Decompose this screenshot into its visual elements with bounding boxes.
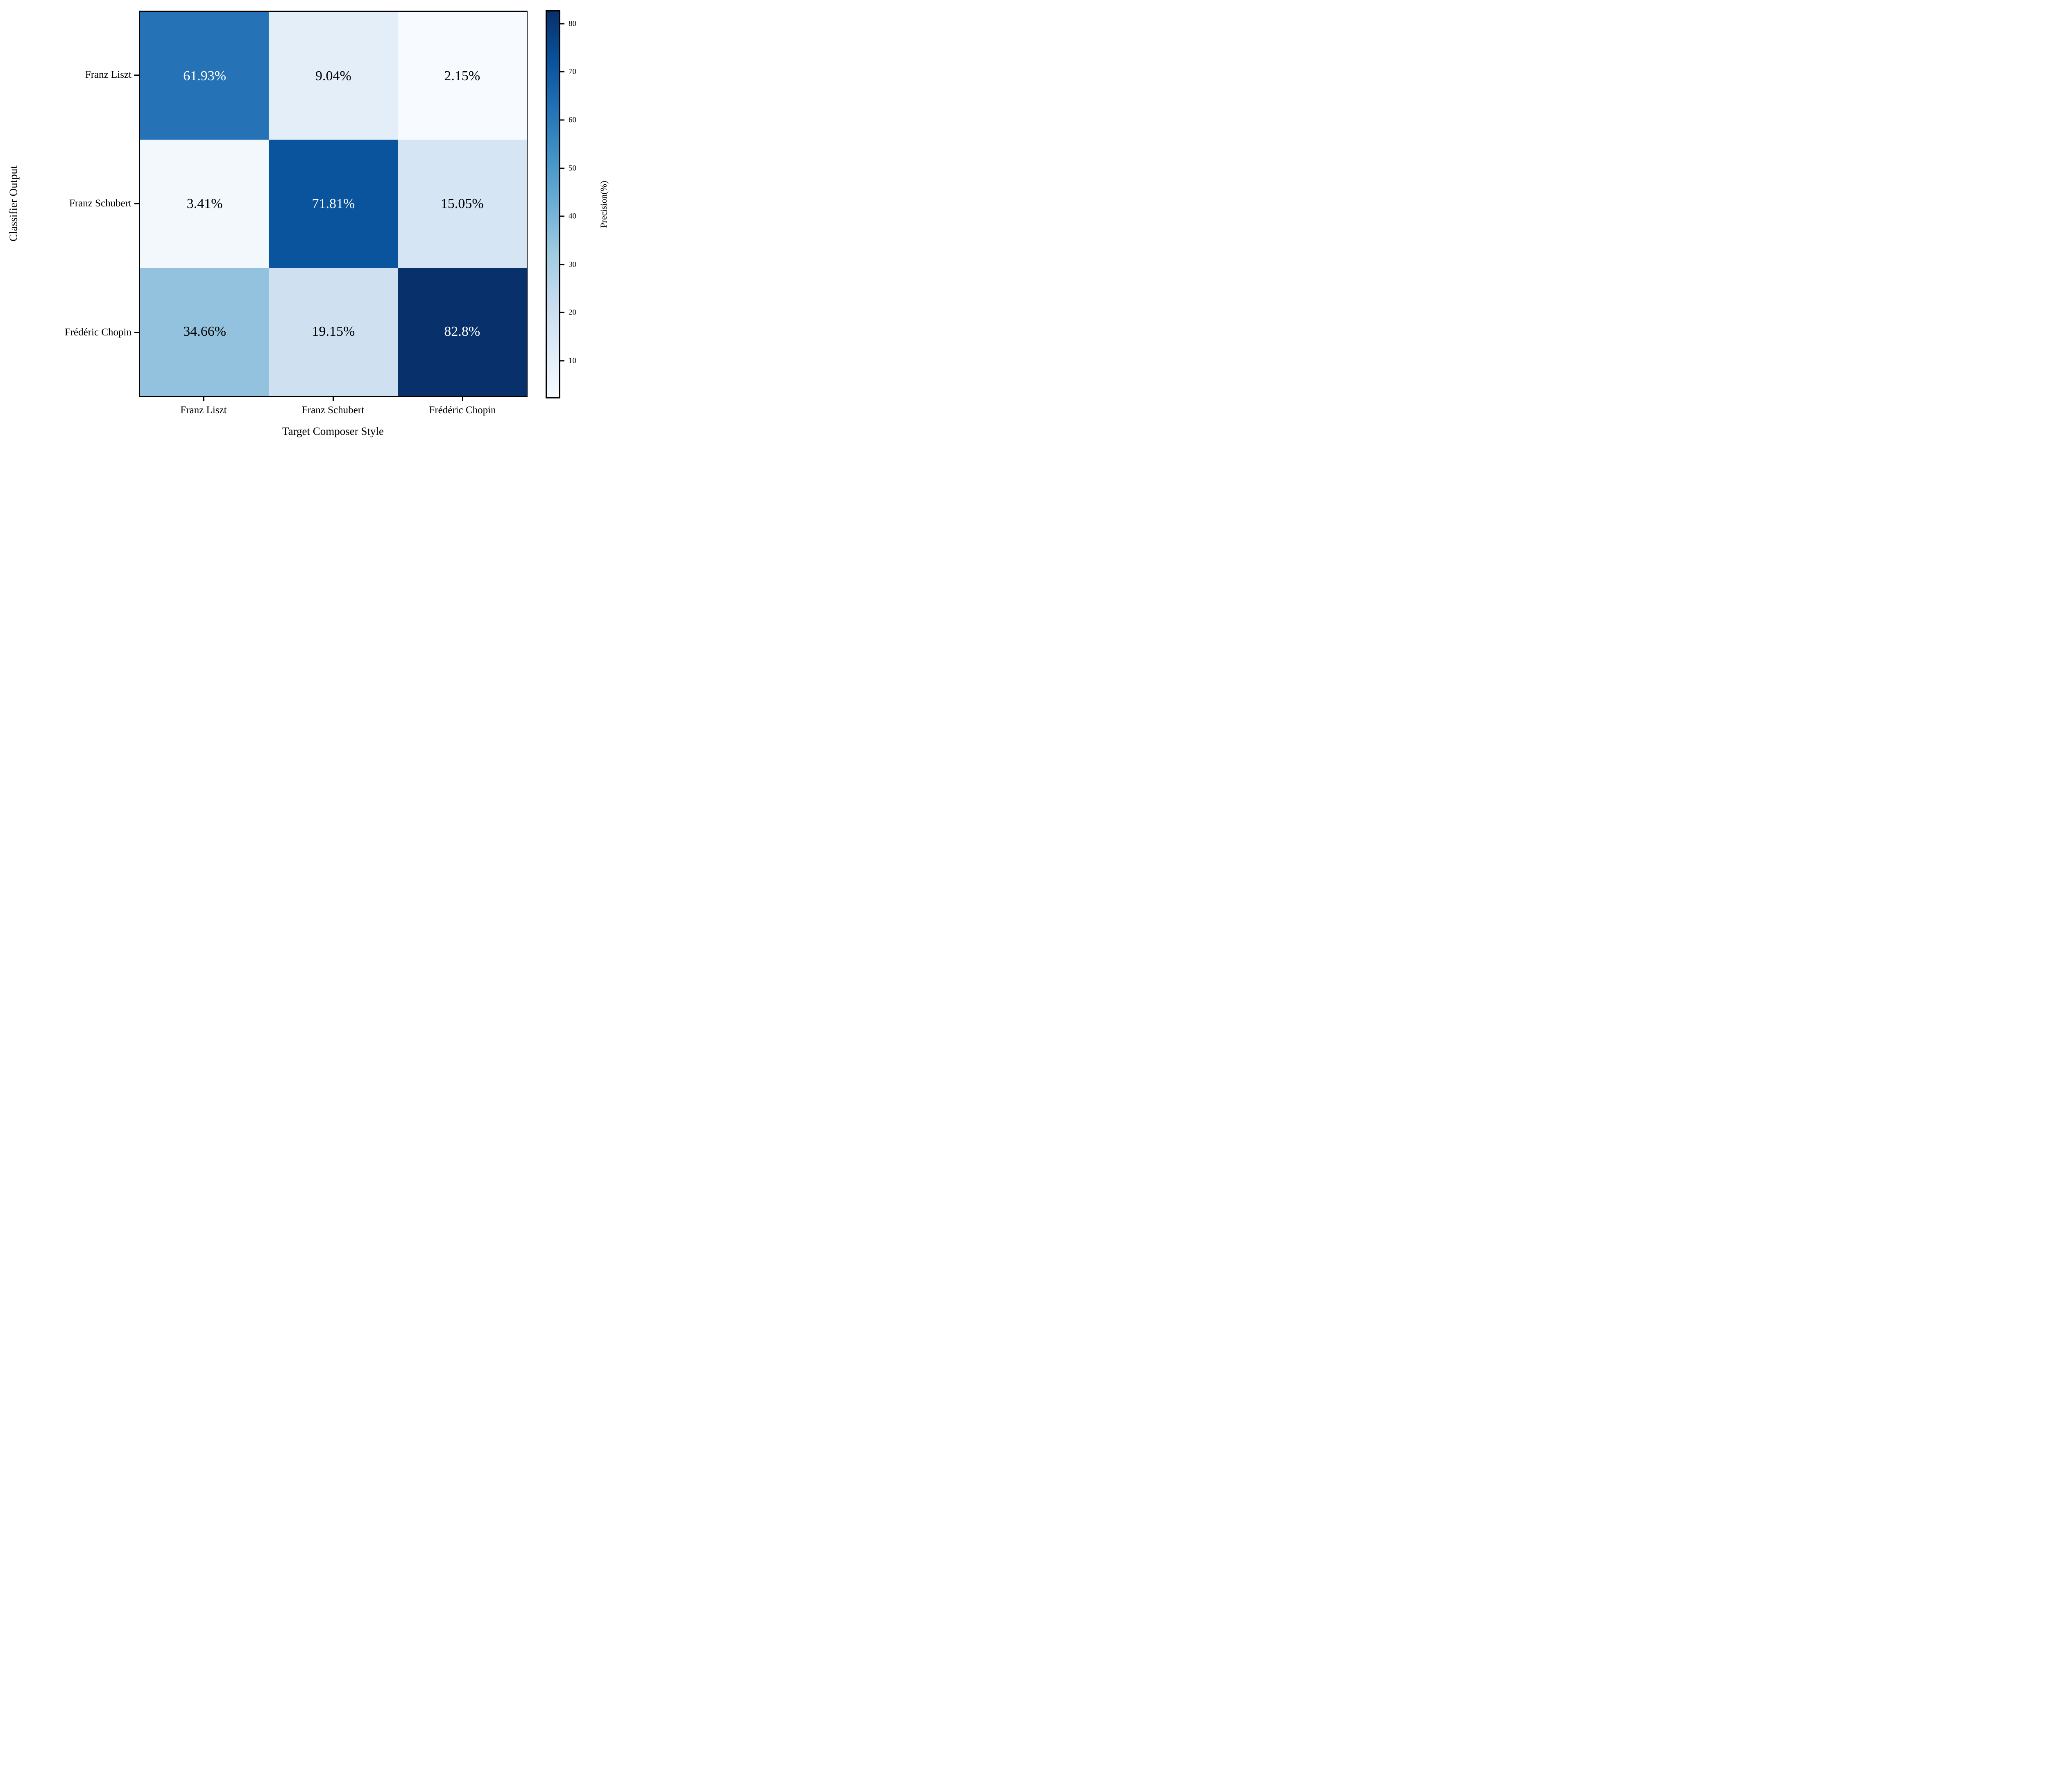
colorbar-title: Precision(%) bbox=[598, 181, 609, 228]
x-tick-mark bbox=[462, 397, 463, 401]
heatmap-cell-r2c2: 82.8% bbox=[397, 267, 527, 396]
y-tick-mark bbox=[134, 332, 139, 333]
y-tick-label-franz-schubert: Franz Schubert bbox=[69, 198, 131, 209]
colorbar-tick-label: 70 bbox=[569, 67, 576, 76]
x-tick-label-frederic-chopin: Frédéric Chopin bbox=[429, 405, 496, 416]
confusion-matrix-figure: Classifier Output Franz Liszt Franz Schu… bbox=[0, 0, 616, 448]
colorbar-tick-mark bbox=[560, 167, 564, 169]
colorbar-tick-mark bbox=[560, 360, 564, 362]
y-tick-mark bbox=[134, 203, 139, 204]
x-tick-mark bbox=[333, 397, 334, 401]
colorbar-tick-mark bbox=[560, 23, 564, 25]
heatmap-cell-r1c0: 3.41% bbox=[140, 140, 270, 268]
x-tick-label-franz-schubert: Franz Schubert bbox=[301, 405, 365, 416]
y-tick-label-franz-liszt: Franz Liszt bbox=[85, 69, 131, 80]
colorbar-tick-label: 10 bbox=[569, 356, 576, 365]
colorbar-tick-mark bbox=[560, 119, 564, 121]
heatmap-cell-r0c2: 2.15% bbox=[397, 12, 527, 140]
colorbar-tick-label: 80 bbox=[569, 19, 576, 28]
heatmap-cell-r0c0: 61.93% bbox=[140, 12, 270, 140]
colorbar-tick-mark bbox=[560, 215, 564, 217]
colorbar-tick-label: 60 bbox=[569, 115, 576, 124]
heatmap-cell-r0c1: 9.04% bbox=[269, 12, 398, 140]
colorbar-tick-label: 30 bbox=[569, 260, 576, 269]
y-tick-label-frederic-chopin: Frédéric Chopin bbox=[64, 327, 131, 338]
colorbar-tick-mark bbox=[560, 264, 564, 265]
colorbar-ticks: 10 20 30 40 50 60 70 80 bbox=[560, 10, 609, 398]
heatmap-cell-r2c0: 34.66% bbox=[140, 267, 270, 396]
colorbar-tick-mark bbox=[560, 71, 564, 72]
colorbar-tick-mark bbox=[560, 312, 564, 313]
y-tick-mark bbox=[134, 75, 139, 76]
colorbar-tick-label: 20 bbox=[569, 308, 576, 317]
colorbar-gradient bbox=[546, 10, 560, 398]
x-tick-mark bbox=[203, 397, 204, 401]
heatmap-cell-r1c1: 71.81% bbox=[269, 140, 398, 268]
heatmap-plot-area: 61.93% 9.04% 2.15% 3.41% 71.81% 15.05% 34.66% 1… bbox=[139, 11, 528, 397]
x-tick-label-franz-liszt: Franz Liszt bbox=[180, 405, 227, 416]
x-axis-title: Target Composer Style bbox=[282, 425, 384, 437]
colorbar-tick-label: 40 bbox=[569, 212, 576, 221]
heatmap-cell-r2c1: 19.15% bbox=[269, 267, 398, 396]
colorbar-tick-label: 50 bbox=[569, 164, 576, 173]
heatmap-cell-r1c2: 15.05% bbox=[397, 140, 527, 268]
